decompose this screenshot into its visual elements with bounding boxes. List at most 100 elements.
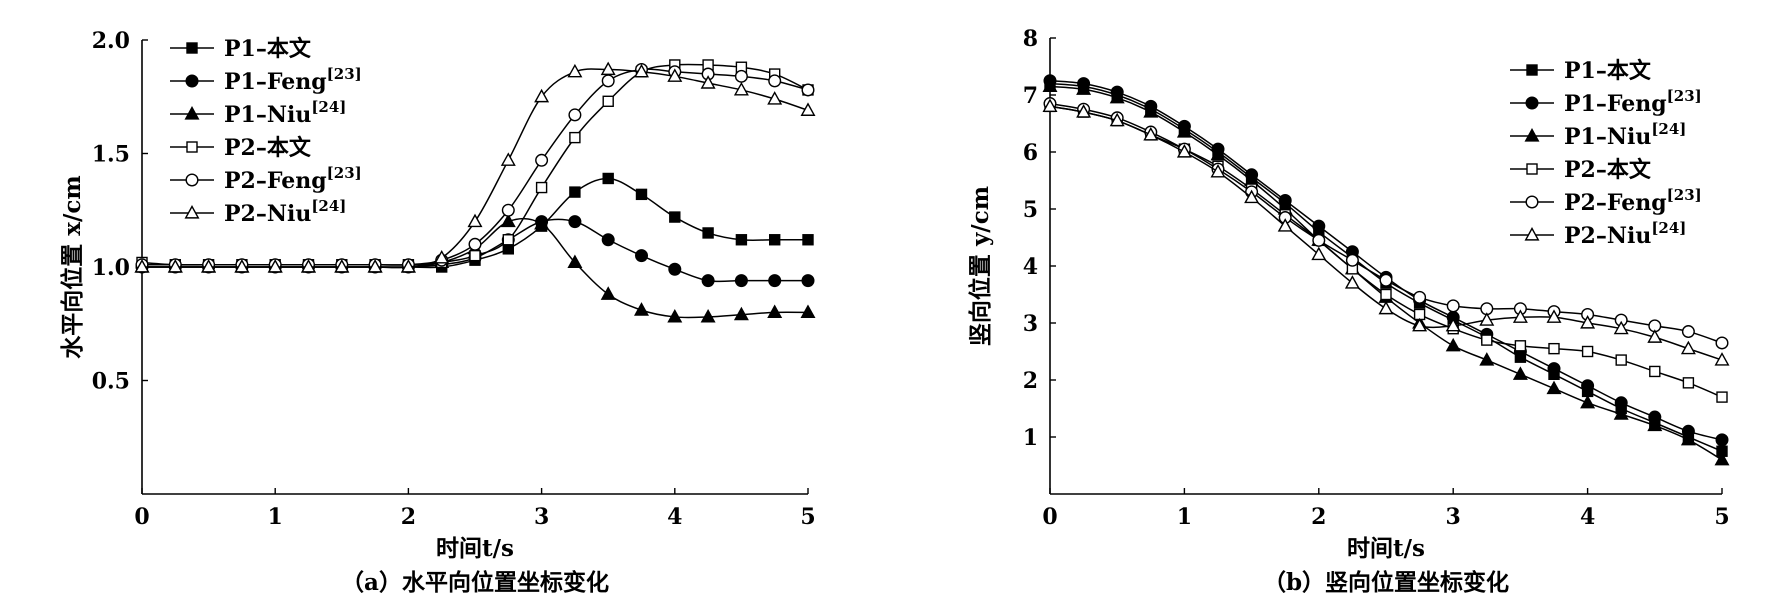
data-point (1176, 124, 1192, 138)
data-point (569, 186, 581, 198)
data-point (601, 74, 615, 88)
series-p2-feng-23 (1043, 97, 1729, 350)
x-tick-label: 1 (268, 504, 283, 530)
legend-item: P2–Feng[23] (170, 164, 362, 194)
data-point (701, 274, 715, 288)
legend-reference: [23] (1667, 87, 1702, 105)
data-point (634, 63, 649, 78)
y-tick-label: 5 (1023, 197, 1038, 223)
data-point (1715, 336, 1729, 350)
y-tick-label: 2 (1023, 368, 1038, 394)
x-tick-label: 3 (1446, 504, 1461, 530)
legend-item: P2–Niu[24] (170, 197, 346, 227)
data-point (768, 274, 782, 288)
data-point (1042, 78, 1058, 93)
data-point (733, 81, 749, 96)
data-point (434, 249, 450, 264)
legend-label: P1–Niu[24] (224, 98, 346, 128)
data-point (635, 249, 649, 263)
legend-item: P1–Feng[23] (1510, 87, 1702, 117)
legend-item: P2–Feng[23] (1510, 186, 1702, 216)
plot-area (134, 59, 816, 323)
data-point (1479, 312, 1495, 326)
legend-label: P2–Niu[24] (224, 197, 346, 227)
legend-item: P1–Niu[24] (170, 98, 346, 128)
x-tick-label: 4 (1580, 504, 1595, 530)
legend-item: P1–本文 (1510, 58, 1652, 84)
data-point (1042, 98, 1058, 112)
data-point (1680, 431, 1696, 446)
legend-marker (1526, 64, 1538, 76)
data-point (535, 153, 549, 167)
x-tick-label: 0 (134, 504, 149, 530)
y-axis-title: 竖向位置 y/cm (967, 186, 994, 346)
legend-reference: [24] (1651, 120, 1686, 138)
data-point (500, 213, 516, 228)
legend-item: P2–本文 (170, 135, 312, 161)
legend-item: P1–Feng[23] (170, 65, 362, 95)
data-point (1547, 362, 1561, 376)
panel-b-vertical-position-chart: 0 1 2 3 4 5 1 2 3 4 5 6 7 8 时间t/s 竖向位置 y/cm （b）竖向位置坐标变化 P… (967, 26, 1730, 596)
data-point (668, 262, 682, 276)
legend-item: P1–本文 (170, 36, 312, 62)
legend-reference: [24] (311, 197, 346, 215)
legend-label: P2–本文 (224, 135, 312, 161)
data-point (467, 213, 483, 228)
axes: 0 1 2 3 4 5 1 2 3 4 5 6 7 8 (1023, 26, 1730, 530)
data-point (1714, 451, 1730, 466)
legend-reference: [24] (311, 98, 346, 116)
x-tick-label: 0 (1042, 504, 1057, 530)
y-tick-label: 2.0 (92, 28, 130, 54)
legend-marker (1525, 195, 1539, 209)
data-point (702, 227, 714, 239)
data-point (534, 215, 550, 230)
legend-item: P2–Niu[24] (1510, 219, 1686, 249)
data-point (1647, 329, 1663, 343)
legend-marker (185, 173, 199, 187)
data-point (1512, 309, 1528, 323)
data-point (1715, 433, 1729, 447)
data-point (768, 74, 782, 88)
legend-marker (1524, 128, 1540, 142)
data-point (667, 308, 683, 323)
data-point (1312, 233, 1326, 247)
data-point (602, 95, 614, 107)
data-point (1581, 379, 1595, 393)
data-point (1714, 352, 1730, 366)
x-tick-label: 5 (800, 504, 815, 530)
data-point (1546, 380, 1562, 395)
legend-marker (1525, 96, 1539, 110)
legend-reference: [23] (1667, 186, 1702, 204)
y-tick-label: 1 (1023, 425, 1038, 451)
data-point (535, 181, 548, 194)
data-point (301, 259, 316, 273)
data-point (1076, 81, 1092, 95)
y-tick-label: 3 (1023, 311, 1038, 337)
data-point (1445, 317, 1461, 332)
data-point (1479, 352, 1495, 366)
data-point (802, 234, 814, 246)
series-line (1049, 105, 1723, 398)
data-point (134, 259, 150, 273)
panel-caption: （a）水平向位置坐标变化 (341, 569, 609, 596)
data-point (1143, 126, 1159, 141)
data-point (1580, 394, 1596, 409)
y-tick-label: 4 (1023, 254, 1038, 280)
y-tick-label: 0.5 (92, 369, 130, 395)
data-point (1481, 334, 1493, 346)
data-point (334, 259, 350, 273)
data-point (1311, 246, 1327, 261)
data-point (568, 108, 582, 122)
data-point (1312, 219, 1326, 233)
data-point (600, 286, 616, 300)
data-point (1445, 337, 1461, 352)
legend-item: P2–本文 (1510, 157, 1652, 183)
data-point (1548, 342, 1560, 355)
data-point (767, 91, 783, 105)
data-point (534, 88, 550, 103)
data-point (267, 259, 283, 273)
data-point (234, 259, 250, 273)
legend-marker (1524, 227, 1540, 241)
data-point (1613, 320, 1629, 335)
